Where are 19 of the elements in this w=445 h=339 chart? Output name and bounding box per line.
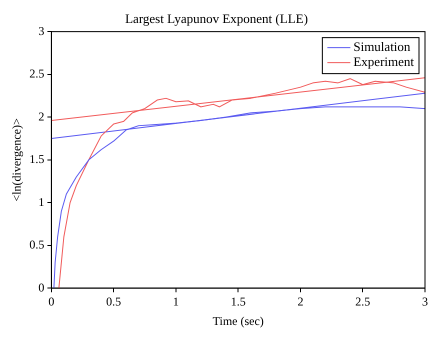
legend-label: Simulation: [353, 39, 411, 54]
x-tick-label: 0: [48, 294, 54, 309]
y-tick-label: 2: [38, 109, 44, 124]
x-tick-label: 2.5: [355, 294, 370, 309]
x-tick-label: 1: [172, 294, 179, 309]
y-tick-label: 0.5: [29, 238, 44, 252]
x-tick-label: 2: [297, 294, 304, 309]
chart-title: Largest Lyapunov Exponent (LLE): [125, 11, 308, 26]
y-tick-label: 2.5: [29, 66, 44, 81]
x-tick-label: 3: [422, 294, 428, 309]
y-tick-label: 3: [38, 24, 44, 38]
y-tick-label: 1: [38, 194, 44, 209]
y-axis-title: <ln(divergence)>: [9, 118, 24, 202]
legend-label: Experiment: [353, 54, 414, 70]
y-tick-label: 0: [38, 280, 44, 294]
y-tick-label: 1.5: [29, 152, 44, 166]
x-tick-label: 1.5: [230, 294, 246, 309]
x-tick-label: 0.5: [106, 294, 122, 309]
x-axis-title: Time (sec): [212, 314, 264, 328]
